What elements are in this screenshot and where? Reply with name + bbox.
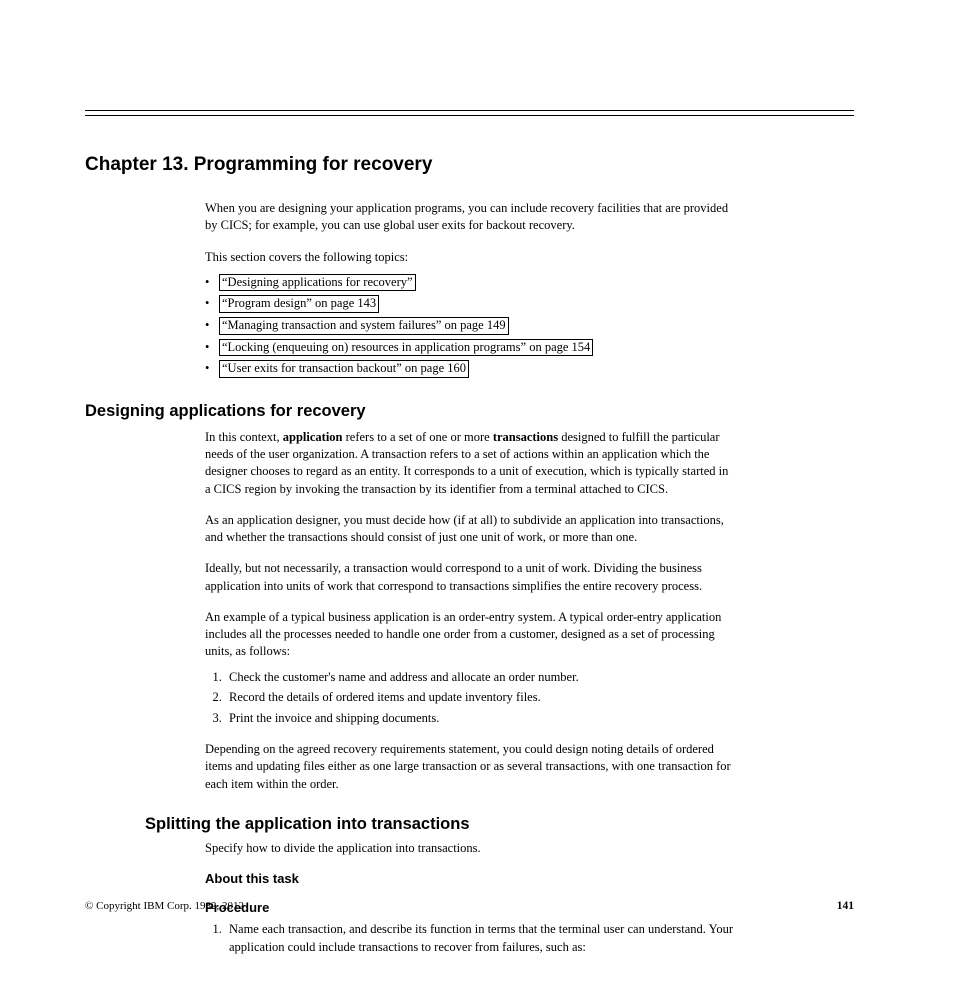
toc-item: “Designing applications for recovery” xyxy=(205,274,854,292)
page-top-rule xyxy=(85,110,854,116)
about-task-heading: About this task xyxy=(205,871,854,886)
copyright-text: © Copyright IBM Corp. 1982, 2012 xyxy=(85,900,244,912)
toc-item: “Locking (enqueuing on) resources in app… xyxy=(205,339,854,357)
page-number: 141 xyxy=(837,900,854,912)
page-footer: © Copyright IBM Corp. 1982, 2012 141 xyxy=(85,900,854,912)
term-application: application xyxy=(283,430,343,444)
toc-item: “Managing transaction and system failure… xyxy=(205,317,854,335)
toc-link[interactable]: “Program design” on page 143 xyxy=(219,295,379,313)
section-heading: Designing applications for recovery xyxy=(85,402,854,421)
list-item: Print the invoice and shipping documents… xyxy=(225,710,735,728)
chapter-title: Chapter 13. Programming for recovery xyxy=(85,154,854,176)
body-paragraph: Ideally, but not necessarily, a transact… xyxy=(205,560,735,595)
list-item: Record the details of ordered items and … xyxy=(225,689,735,707)
intro-paragraph: When you are designing your application … xyxy=(205,200,735,235)
subsection-heading: Splitting the application into transacti… xyxy=(145,815,854,834)
body-paragraph: Depending on the agreed recovery require… xyxy=(205,741,735,793)
toc-link[interactable]: “Managing transaction and system failure… xyxy=(219,317,509,335)
toc-list: “Designing applications for recovery” “P… xyxy=(205,274,854,378)
text-run: refers to a set of one or more xyxy=(343,430,493,444)
body-paragraph: An example of a typical business applica… xyxy=(205,609,735,661)
processing-units-list: Check the customer's name and address an… xyxy=(205,669,735,728)
list-item: Name each transaction, and describe its … xyxy=(225,921,735,956)
procedure-list: Name each transaction, and describe its … xyxy=(205,921,735,956)
toc-link[interactable]: “Designing applications for recovery” xyxy=(219,274,416,292)
list-item: Check the customer's name and address an… xyxy=(225,669,735,687)
body-paragraph: As an application designer, you must dec… xyxy=(205,512,735,547)
toc-link[interactable]: “User exits for transaction backout” on … xyxy=(219,360,469,378)
term-transactions: transactions xyxy=(493,430,558,444)
toc-link[interactable]: “Locking (enqueuing on) resources in app… xyxy=(219,339,593,357)
body-paragraph: In this context, application refers to a… xyxy=(205,429,735,498)
toc-lead: This section covers the following topics… xyxy=(205,249,735,266)
body-paragraph: Specify how to divide the application in… xyxy=(205,840,735,857)
text-run: In this context, xyxy=(205,430,283,444)
toc-item: “Program design” on page 143 xyxy=(205,295,854,313)
toc-item: “User exits for transaction backout” on … xyxy=(205,360,854,378)
